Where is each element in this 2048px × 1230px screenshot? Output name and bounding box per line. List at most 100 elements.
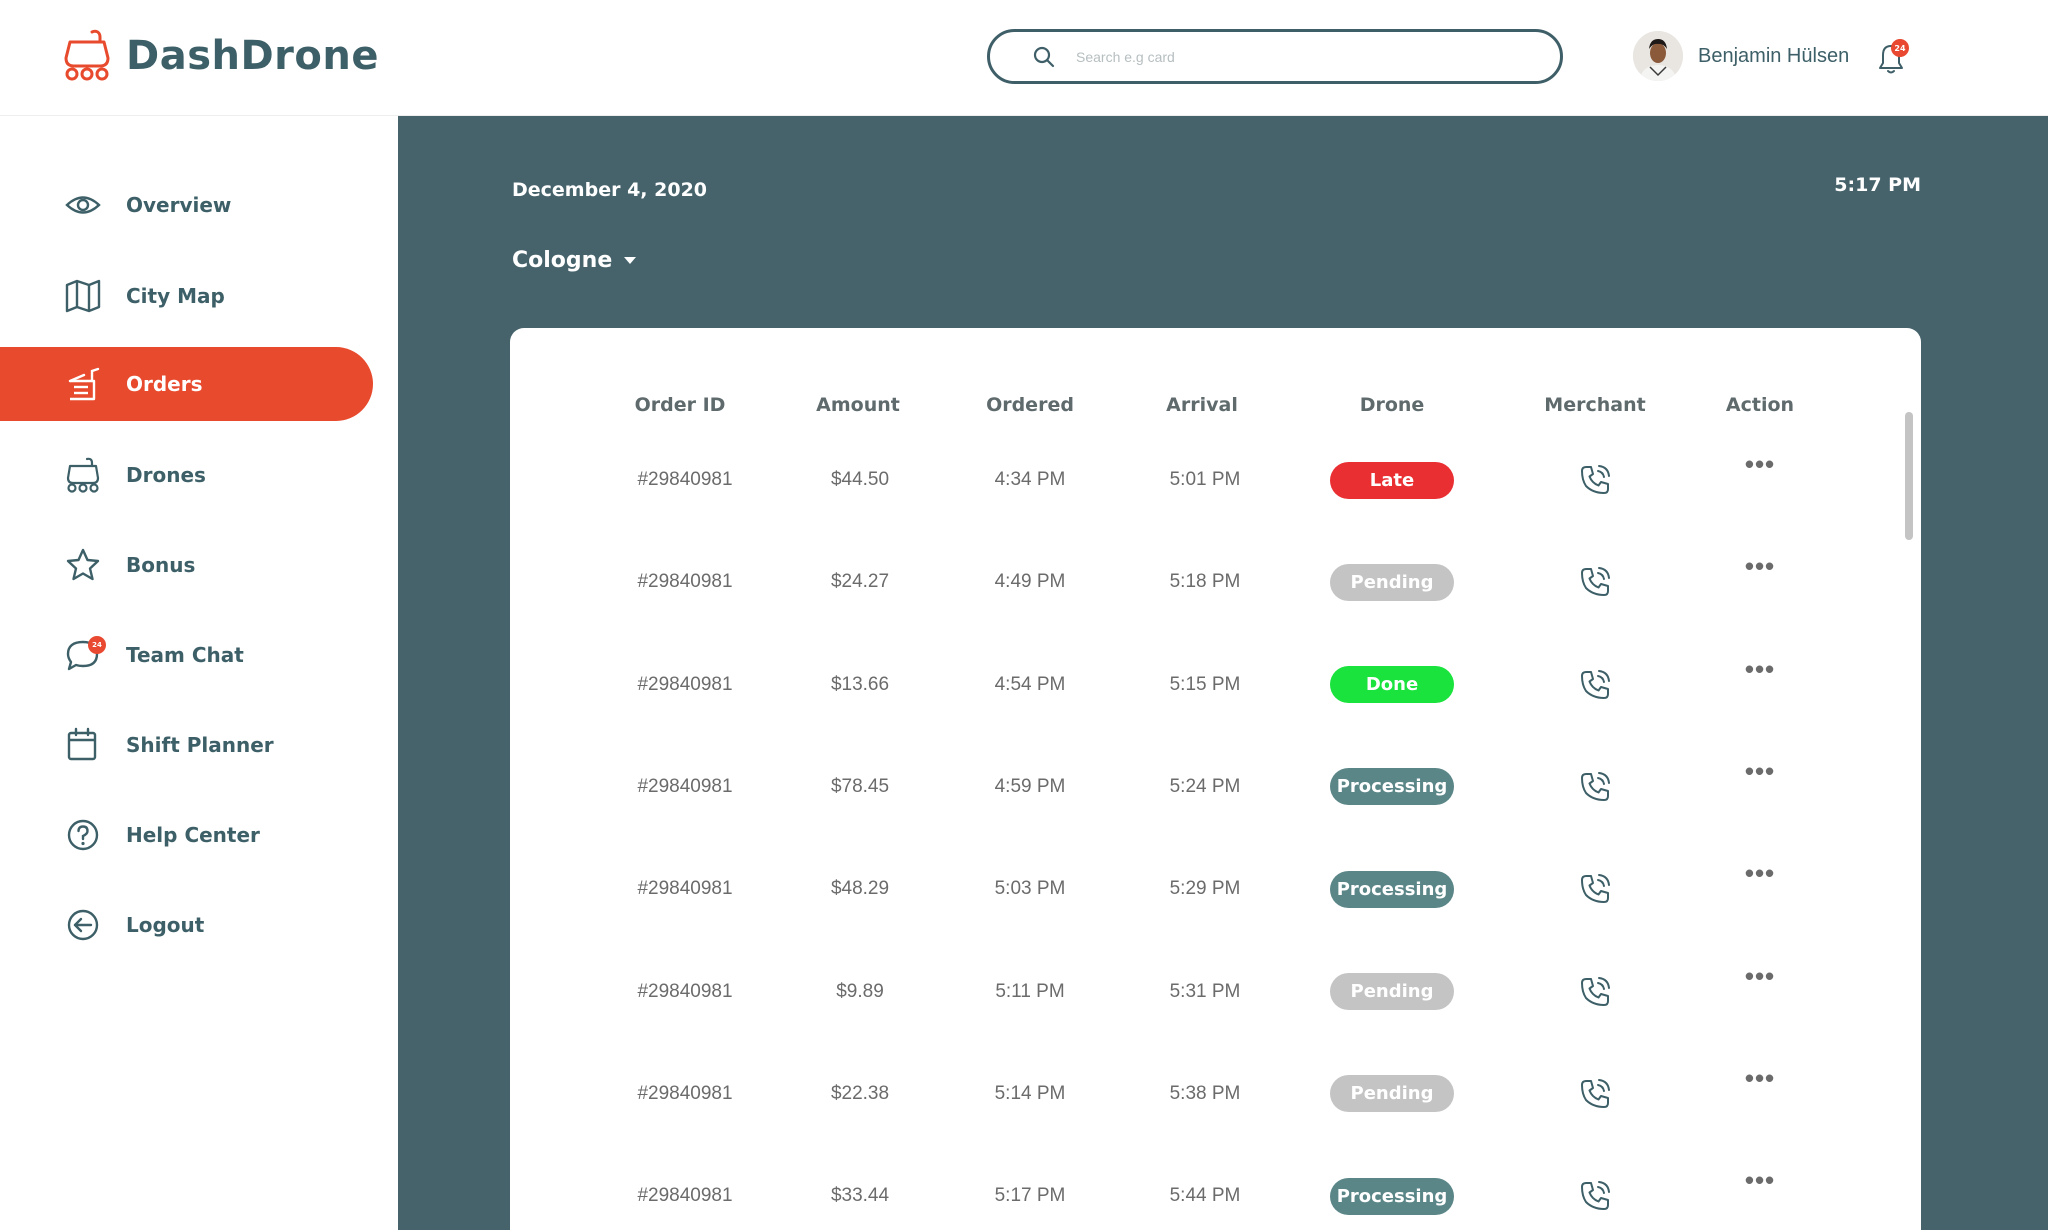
merchant-cell	[1520, 531, 1670, 633]
city-selected-value: Cologne	[512, 248, 613, 273]
ordered-time-cell: 5:17 PM	[994, 1185, 1066, 1207]
arrival-time-cell: 5:38 PM	[1169, 1082, 1241, 1104]
table-row[interactable]: #29840981 $13.66 4:54 PM 5:15 PM Done •••	[510, 634, 1921, 736]
app-name: DashDrone	[126, 33, 379, 79]
drone-status-cell: Pending	[1327, 531, 1457, 633]
sidebar-item-label: Logout	[126, 913, 205, 937]
sidebar-item-bonus[interactable]: Bonus	[0, 528, 373, 602]
ordered-time-cell: 4:59 PM	[994, 775, 1066, 797]
more-options-icon[interactable]: •••	[1744, 1165, 1776, 1196]
search-icon	[1033, 46, 1055, 67]
table-row[interactable]: #29840981 $48.29 5:03 PM 5:29 PM Processing •…	[510, 838, 1921, 940]
phone-call-icon[interactable]	[1578, 463, 1612, 497]
current-date: December 4, 2020	[512, 179, 708, 201]
more-options-icon[interactable]: •••	[1744, 1062, 1776, 1093]
column-header-merchant[interactable]: Merchant	[1544, 394, 1646, 416]
status-badge: Done	[1330, 666, 1454, 704]
table-row[interactable]: #29840981 $44.50 4:34 PM 5:01 PM Late •••	[510, 429, 1921, 531]
sidebar-item-city-map[interactable]: City Map	[0, 259, 373, 333]
order-id-cell: #29840981	[637, 775, 733, 797]
sidebar-item-label: Bonus	[126, 553, 196, 577]
sidebar-item-label: Shift Planner	[126, 733, 274, 757]
table-row[interactable]: #29840981 $24.27 4:49 PM 5:18 PM Pending •••	[510, 531, 1921, 633]
amount-cell: $48.29	[830, 878, 890, 900]
amount-cell: $33.44	[830, 1185, 890, 1207]
order-id-cell: #29840981	[637, 673, 733, 695]
table-row[interactable]: #29840981 $9.89 5:11 PM 5:31 PM Pending •••	[510, 941, 1921, 1043]
more-options-icon[interactable]: •••	[1744, 551, 1776, 582]
phone-call-icon[interactable]	[1578, 1077, 1612, 1111]
sidebar-item-team-chat[interactable]: 24 Team Chat	[0, 618, 373, 692]
more-options-icon[interactable]: •••	[1744, 755, 1776, 786]
phone-call-icon[interactable]	[1578, 668, 1612, 702]
drone-status-cell: Done	[1327, 634, 1457, 736]
sidebar-item-shift-planner[interactable]: Shift Planner	[0, 708, 373, 782]
order-id-cell: #29840981	[637, 1185, 733, 1207]
phone-call-icon[interactable]	[1578, 770, 1612, 804]
status-badge: Processing	[1330, 870, 1454, 908]
orders-icon	[64, 365, 102, 403]
action-cell: •••	[1685, 736, 1835, 838]
sidebar-item-help-center[interactable]: Help Center	[0, 798, 373, 872]
column-header-ordered[interactable]: Ordered	[986, 394, 1074, 416]
notification-bell[interactable]: 24	[1876, 39, 1909, 76]
more-options-icon[interactable]: •••	[1744, 449, 1776, 479]
phone-call-icon[interactable]	[1578, 1179, 1612, 1213]
ordered-time-cell: 5:11 PM	[995, 980, 1065, 1002]
amount-cell: $78.45	[830, 775, 890, 797]
table-scrollbar[interactable]	[1905, 412, 1913, 540]
sidebar-item-logout[interactable]: Logout	[0, 888, 373, 962]
column-header-arrival[interactable]: Arrival	[1166, 394, 1238, 416]
amount-cell: $22.38	[830, 1082, 890, 1104]
order-id-cell: #29840981	[637, 571, 733, 593]
sidebar-item-drones[interactable]: Drones	[0, 438, 373, 512]
merchant-cell	[1520, 429, 1670, 531]
column-header-drone[interactable]: Drone	[1359, 394, 1425, 416]
more-options-icon[interactable]: •••	[1744, 858, 1776, 889]
user-avatar[interactable]	[1633, 31, 1683, 81]
table-row[interactable]: #29840981 $78.45 4:59 PM 5:24 PM Processing •…	[510, 736, 1921, 838]
more-options-icon[interactable]: •••	[1744, 960, 1776, 991]
user-name[interactable]: Benjamin Hülsen	[1698, 45, 1850, 67]
ordered-time-cell: 5:03 PM	[994, 878, 1066, 900]
order-id-cell: #29840981	[637, 469, 733, 490]
action-cell: •••	[1685, 634, 1835, 736]
action-cell: •••	[1685, 1145, 1835, 1230]
eye-icon	[64, 186, 102, 224]
main-content: December 4, 2020 5:17 PM Cologne Order I…	[398, 116, 2048, 1230]
sidebar-item-overview[interactable]: Overview	[0, 168, 373, 242]
amount-cell: $24.27	[830, 571, 890, 593]
drone-status-cell: Pending	[1327, 941, 1457, 1043]
star-icon	[64, 546, 102, 584]
caret-down-icon	[624, 257, 637, 264]
ordered-time-cell: 4:54 PM	[994, 673, 1066, 695]
help-icon	[64, 816, 102, 854]
order-id-cell: #29840981	[637, 878, 733, 900]
phone-call-icon[interactable]	[1578, 565, 1612, 599]
sidebar-item-label: Drones	[126, 463, 206, 487]
column-header-amount[interactable]: Amount	[816, 394, 900, 416]
arrival-time-cell: 5:44 PM	[1169, 1185, 1241, 1207]
arrival-time-cell: 5:01 PM	[1169, 469, 1241, 490]
order-id-cell: #29840981	[637, 980, 733, 1002]
city-dropdown[interactable]: Cologne	[512, 248, 637, 273]
column-header-order-id[interactable]: Order ID	[634, 394, 726, 416]
amount-cell: $44.50	[830, 469, 890, 490]
arrival-time-cell: 5:24 PM	[1169, 775, 1241, 797]
app-logo[interactable]: DashDrone	[62, 28, 379, 84]
ordered-time-cell: 4:49 PM	[994, 571, 1066, 593]
table-row[interactable]: #29840981 $22.38 5:14 PM 5:38 PM Pending •••	[510, 1043, 1921, 1145]
arrival-time-cell: 5:18 PM	[1169, 571, 1241, 593]
phone-call-icon[interactable]	[1578, 872, 1612, 906]
chat-icon: 24	[64, 636, 106, 674]
column-header-action[interactable]: Action	[1725, 394, 1795, 416]
search-input[interactable]	[1076, 48, 1496, 65]
sidebar-item-orders[interactable]: Orders	[0, 347, 373, 421]
phone-call-icon[interactable]	[1578, 975, 1612, 1009]
top-header: DashDrone Benjamin Hülsen 24	[0, 0, 2048, 116]
search-bar[interactable]	[987, 29, 1563, 84]
more-options-icon[interactable]: •••	[1744, 653, 1776, 684]
drone-cart-logo-icon	[64, 29, 110, 81]
table-row[interactable]: #29840981 $33.44 5:17 PM 5:44 PM Processing •…	[510, 1145, 1921, 1230]
arrival-time-cell: 5:15 PM	[1169, 673, 1241, 695]
